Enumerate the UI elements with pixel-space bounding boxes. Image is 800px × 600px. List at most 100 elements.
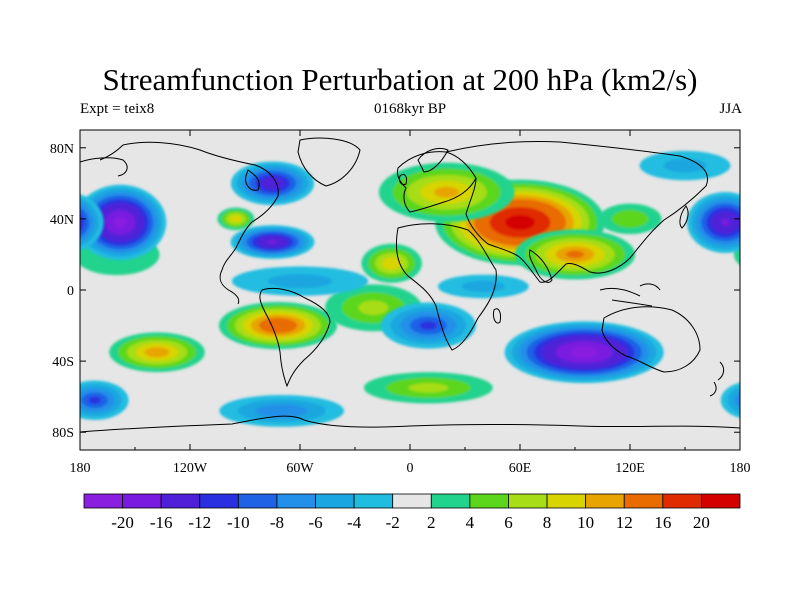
anomaly-low-18 [80, 380, 768, 420]
contour-level [727, 387, 740, 414]
anomaly-high-1 [378, 162, 515, 222]
x-tick-label: 180 [730, 461, 751, 476]
contour-level [461, 280, 505, 293]
coastline-india [529, 249, 553, 283]
coastline-alaska [80, 157, 128, 177]
time-label: 0168kyr BP [373, 101, 447, 117]
colorbar-label: -2 [386, 513, 400, 532]
contour-level [261, 177, 284, 190]
colorbar-label: -16 [150, 513, 173, 532]
x-tick-label: 60E [509, 461, 532, 476]
anomaly-high-3 [218, 301, 338, 350]
contour-level [765, 210, 795, 235]
anomaly-low-17 [219, 394, 344, 427]
contour-level [419, 321, 438, 330]
coastline-australia [601, 306, 701, 373]
colorbar-swatch [276, 493, 316, 509]
colorbar-label: 2 [427, 513, 436, 532]
colorbar-swatch [199, 493, 239, 509]
contour-level [267, 240, 278, 244]
contour-level [734, 392, 740, 409]
colorbar-label: 4 [466, 513, 475, 532]
anomaly-low-11 [0, 321, 664, 384]
contour-level [258, 317, 298, 334]
plot-title: Streamfunction Perturbation at 200 hPa (… [102, 62, 698, 97]
colorbar-label: -12 [188, 513, 211, 532]
colorbar-swatch [469, 493, 509, 509]
contour-level [229, 215, 242, 223]
y-tick-label: 0 [67, 284, 74, 299]
colorbar-label: -20 [111, 513, 134, 532]
coastline-antarctica [80, 415, 740, 433]
coastline-indonesia [599, 283, 661, 307]
contour-level [505, 214, 535, 230]
y-tick-label: 40S [52, 355, 74, 370]
contour-level [778, 336, 800, 368]
colorbar-label: -8 [270, 513, 284, 532]
contour-level [738, 214, 740, 231]
anomaly-low-14 [230, 225, 315, 259]
coastline-hudson [245, 169, 260, 191]
colorbar: -20 -16 -12 -10 -8 -6 -4 -2 2 4 6 8 10 12 16 20 [83, 493, 741, 532]
contour-level [720, 218, 730, 226]
contour-level [787, 340, 800, 365]
coastline-madagascar [493, 308, 501, 324]
anomaly-high-4 [109, 332, 800, 373]
anomaly-low-19 [231, 266, 369, 296]
coastline-greenland [297, 137, 361, 187]
contour-level [769, 332, 800, 372]
colorbar-swatch [392, 493, 432, 509]
x-tick-label: 0 [407, 461, 414, 476]
contour-level [408, 382, 449, 393]
y-tick-label: 80S [52, 426, 74, 441]
anomaly-low-16 [380, 302, 476, 349]
contour-level [742, 393, 768, 408]
season-label: JJA [719, 101, 742, 117]
colorbar-label: 8 [543, 513, 552, 532]
colorbar-swatch [662, 493, 702, 509]
coastline-africa [395, 223, 497, 351]
colorbar-swatch [701, 493, 741, 509]
contour-field [0, 150, 800, 427]
contour-level [748, 397, 760, 404]
contour-level [565, 250, 585, 259]
colorbar-swatch [122, 493, 162, 509]
x-tick-label: 120W [173, 461, 208, 476]
contour-level [752, 199, 800, 245]
x-tick-label: 120E [615, 461, 645, 476]
colorbar-label: 20 [693, 513, 710, 532]
coastline-asia [445, 140, 708, 283]
anomaly-low-12 [80, 184, 800, 261]
colorbar-label: -6 [308, 513, 322, 532]
coastline-japan [679, 205, 689, 229]
contour-level [570, 346, 599, 358]
anomaly-high-9 [598, 203, 662, 235]
anomaly-high-7 [363, 372, 493, 404]
contour-level [255, 404, 308, 418]
x-tick-label: 180 [70, 461, 91, 476]
colorbar-label: -4 [347, 513, 362, 532]
colorbar-swatch [623, 493, 664, 509]
anomaly-low-13 [80, 191, 740, 253]
contour-level [0, 321, 4, 383]
contour-level [267, 274, 333, 289]
colorbar-label: 12 [616, 513, 633, 532]
contour-level [80, 207, 90, 238]
colorbar-swatch [508, 493, 548, 509]
y-tick-label: 40N [50, 213, 74, 228]
colorbar-label: 16 [654, 513, 671, 532]
coastline-uk [399, 173, 407, 185]
contour-level [611, 210, 649, 228]
colorbar-swatch [315, 493, 355, 509]
coastline-south-america [259, 287, 331, 388]
contour-level [434, 186, 460, 198]
contour-level [114, 217, 127, 228]
y-tick-label: 80N [50, 142, 74, 157]
contour-level [796, 343, 800, 361]
experiment-label: Expt = teix8 [80, 101, 155, 117]
colorbar-label: 10 [577, 513, 594, 532]
coastline-scandinavia [417, 147, 449, 173]
map-panel [0, 129, 800, 451]
contour-level [757, 203, 800, 242]
